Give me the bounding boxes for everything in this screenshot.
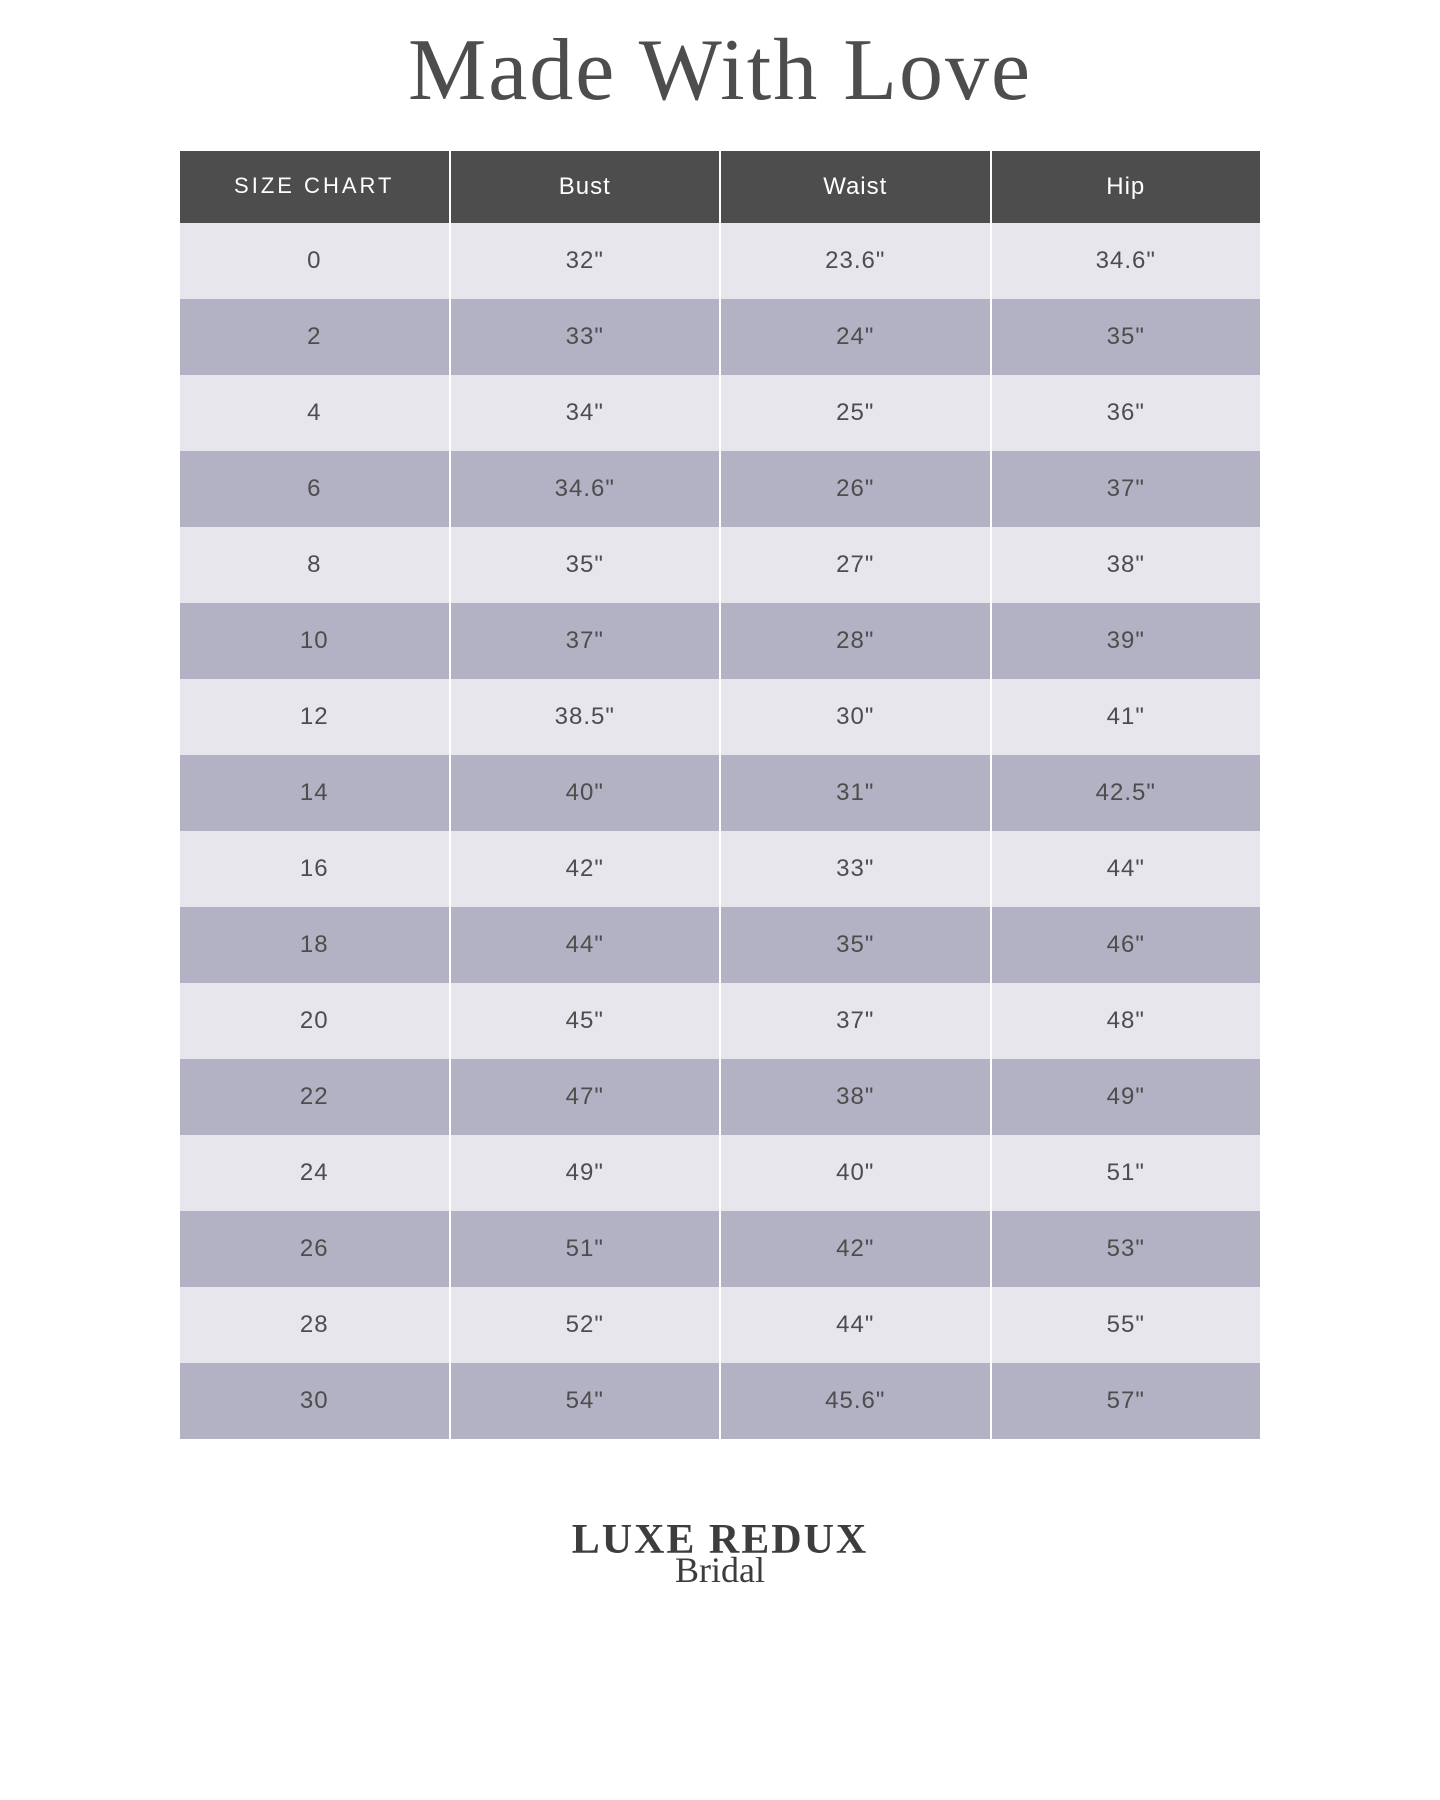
table-cell: 14 (180, 755, 451, 831)
table-cell: 45" (451, 983, 722, 1059)
table-row: 434"25"36" (180, 375, 1260, 451)
table-cell: 31" (721, 755, 992, 831)
table-row: 2651"42"53" (180, 1211, 1260, 1287)
table-cell: 27" (721, 527, 992, 603)
table-cell: 28" (721, 603, 992, 679)
table-cell: 55" (992, 1287, 1261, 1363)
table-header-cell: Hip (992, 151, 1261, 223)
table-cell: 45.6" (721, 1363, 992, 1439)
table-row: 2247"38"49" (180, 1059, 1260, 1135)
table-cell: 54" (451, 1363, 722, 1439)
table-row: 2852"44"55" (180, 1287, 1260, 1363)
table-row: 3054"45.6"57" (180, 1363, 1260, 1439)
table-cell: 10 (180, 603, 451, 679)
table-row: 1238.5"30"41" (180, 679, 1260, 755)
table-cell: 40" (451, 755, 722, 831)
table-row: 835"27"38" (180, 527, 1260, 603)
table-cell: 33" (721, 831, 992, 907)
table-cell: 16 (180, 831, 451, 907)
table-cell: 26" (721, 451, 992, 527)
table-cell: 36" (992, 375, 1261, 451)
table-cell: 8 (180, 527, 451, 603)
table-cell: 26 (180, 1211, 451, 1287)
size-chart-table: SIZE CHARTBustWaistHip032"23.6"34.6"233"… (180, 151, 1260, 1439)
table-cell: 44" (992, 831, 1261, 907)
table-cell: 34.6" (992, 223, 1261, 299)
table-header-cell: SIZE CHART (180, 151, 451, 223)
table-cell: 37" (721, 983, 992, 1059)
table-cell: 42" (451, 831, 722, 907)
table-cell: 23.6" (721, 223, 992, 299)
brand-logo: LUXE REDUX Bridal (572, 1519, 869, 1591)
table-cell: 35" (451, 527, 722, 603)
table-cell: 53" (992, 1211, 1261, 1287)
table-cell: 51" (992, 1135, 1261, 1211)
table-cell: 49" (451, 1135, 722, 1211)
table-cell: 47" (451, 1059, 722, 1135)
table-cell: 24 (180, 1135, 451, 1211)
table-row: 1037"28"39" (180, 603, 1260, 679)
table-cell: 2 (180, 299, 451, 375)
table-cell: 32" (451, 223, 722, 299)
table-cell: 57" (992, 1363, 1261, 1439)
table-cell: 52" (451, 1287, 722, 1363)
table-cell: 44" (451, 907, 722, 983)
page-title: Made With Love (408, 20, 1032, 121)
table-cell: 40" (721, 1135, 992, 1211)
table-cell: 37" (992, 451, 1261, 527)
table-cell: 33" (451, 299, 722, 375)
table-row: 1642"33"44" (180, 831, 1260, 907)
table-cell: 38" (992, 527, 1261, 603)
table-cell: 24" (721, 299, 992, 375)
table-cell: 18 (180, 907, 451, 983)
table-row: 2449"40"51" (180, 1135, 1260, 1211)
table-cell: 25" (721, 375, 992, 451)
table-cell: 42.5" (992, 755, 1261, 831)
table-row: 233"24"35" (180, 299, 1260, 375)
table-cell: 34.6" (451, 451, 722, 527)
table-cell: 49" (992, 1059, 1261, 1135)
table-cell: 28 (180, 1287, 451, 1363)
table-row: 634.6"26"37" (180, 451, 1260, 527)
table-header-row: SIZE CHARTBustWaistHip (180, 151, 1260, 223)
table-row: 1844"35"46" (180, 907, 1260, 983)
table-cell: 38.5" (451, 679, 722, 755)
table-cell: 51" (451, 1211, 722, 1287)
table-cell: 12 (180, 679, 451, 755)
table-cell: 30" (721, 679, 992, 755)
table-cell: 48" (992, 983, 1261, 1059)
table-cell: 30 (180, 1363, 451, 1439)
table-cell: 42" (721, 1211, 992, 1287)
table-cell: 46" (992, 907, 1261, 983)
table-cell: 34" (451, 375, 722, 451)
table-cell: 6 (180, 451, 451, 527)
table-cell: 44" (721, 1287, 992, 1363)
table-header-cell: Waist (721, 151, 992, 223)
table-cell: 35" (721, 907, 992, 983)
table-cell: 38" (721, 1059, 992, 1135)
table-cell: 39" (992, 603, 1261, 679)
brand-logo-sub: Bridal (572, 1549, 869, 1591)
table-row: 032"23.6"34.6" (180, 223, 1260, 299)
table-cell: 20 (180, 983, 451, 1059)
table-cell: 41" (992, 679, 1261, 755)
table-header-cell: Bust (451, 151, 722, 223)
table-cell: 0 (180, 223, 451, 299)
table-row: 1440"31"42.5" (180, 755, 1260, 831)
table-cell: 22 (180, 1059, 451, 1135)
table-cell: 35" (992, 299, 1261, 375)
table-cell: 37" (451, 603, 722, 679)
table-row: 2045"37"48" (180, 983, 1260, 1059)
table-cell: 4 (180, 375, 451, 451)
